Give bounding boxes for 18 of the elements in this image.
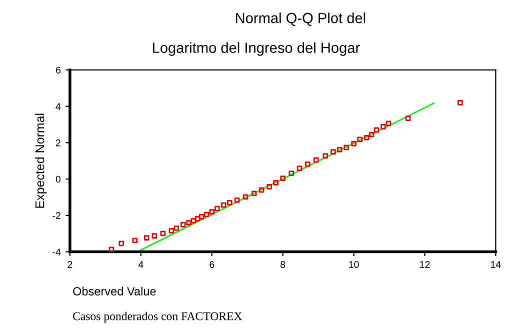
y-tick-label: -2 (52, 212, 60, 219)
y-tick-label: 4 (56, 103, 61, 110)
y-tick-label: 2 (56, 139, 60, 146)
chart-title: Normal Q-Q Plot del (236, 12, 366, 26)
x-tick-label: 8 (280, 261, 286, 268)
x-axis-title: Observed Value (73, 286, 156, 296)
x-tick-label: 14 (491, 261, 501, 268)
text: Casos ponderados con FACTOREX (73, 312, 242, 323)
x-tick-label: 10 (349, 261, 359, 268)
x-tick-label: 4 (138, 261, 144, 268)
y-tick-label: 0 (56, 176, 61, 183)
x-tick-label: 2 (68, 261, 72, 268)
y-axis-title: Expected Normal (35, 114, 47, 208)
chart-subtitle: Logaritmo del Ingreso del Hogar (152, 42, 360, 56)
x-tick-label: 6 (210, 261, 214, 268)
y-tick-label: -4 (52, 248, 61, 256)
x-tick-label: 12 (420, 261, 430, 268)
y-tick-label: 6 (56, 66, 60, 74)
